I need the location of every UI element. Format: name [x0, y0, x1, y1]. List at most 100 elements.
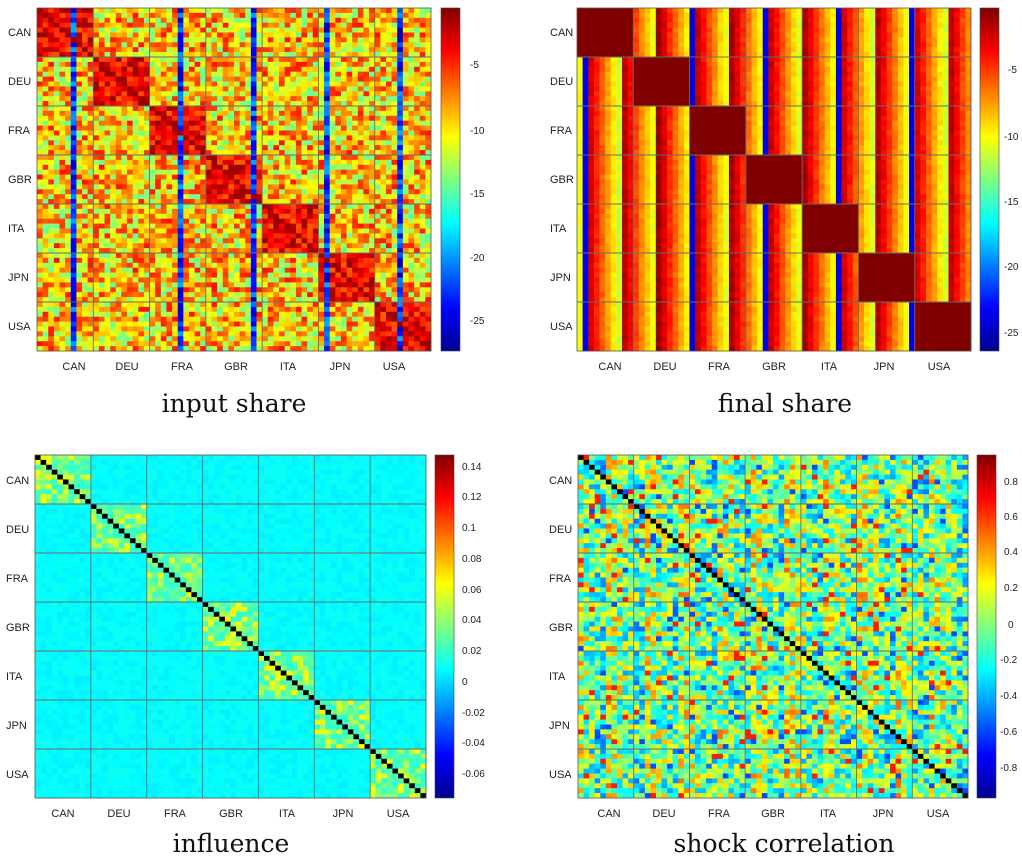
heatmap-cell	[110, 228, 117, 234]
heatmap-cell	[414, 341, 421, 347]
heatmap-cell	[37, 164, 43, 171]
heatmap-cell	[37, 228, 43, 234]
heatmap-cell	[267, 159, 274, 166]
heatmap-cell	[380, 8, 387, 14]
heatmap-cell	[172, 66, 179, 73]
heatmap-cell	[301, 125, 308, 131]
heatmap-cell	[149, 164, 156, 171]
heatmap-cell	[318, 150, 325, 156]
heatmap-cell	[374, 32, 381, 38]
heatmap-cell	[307, 86, 314, 92]
heatmap-cell	[340, 66, 347, 73]
heatmap-cell	[324, 86, 331, 92]
heatmap-cell	[329, 155, 336, 161]
heatmap-cell	[295, 199, 302, 205]
heatmap-cell	[188, 336, 195, 342]
heatmap-cell	[104, 199, 111, 205]
heatmap-cell	[121, 267, 128, 273]
heatmap-cell	[59, 76, 66, 82]
heatmap-cell	[87, 125, 94, 131]
heatmap-cell	[402, 101, 409, 107]
heatmap-cell	[374, 228, 381, 234]
heatmap-cell	[82, 86, 89, 92]
heatmap-cell	[374, 91, 381, 97]
heatmap-cell	[312, 243, 319, 249]
heatmap-cell	[183, 66, 190, 73]
heatmap-cell	[250, 47, 257, 53]
heatmap-cell	[419, 155, 426, 161]
heatmap-cell	[267, 238, 274, 244]
heatmap-cell	[335, 76, 342, 82]
heatmap-cell	[335, 81, 342, 87]
heatmap-cell	[160, 292, 167, 298]
heatmap-cell	[132, 27, 139, 33]
heatmap-cell	[211, 110, 218, 117]
heatmap-cell	[335, 253, 342, 259]
heatmap-cell	[205, 199, 212, 205]
heatmap-cell	[318, 32, 325, 38]
heatmap-cell	[256, 267, 263, 273]
heatmap-cell	[222, 52, 229, 58]
heatmap-cell	[307, 17, 314, 24]
heatmap-cell	[279, 86, 286, 92]
heatmap-cell	[82, 223, 89, 229]
heatmap-cell	[745, 8, 752, 14]
heatmap-cell	[217, 150, 224, 156]
heatmap-cell	[363, 37, 370, 43]
heatmap-cell	[369, 213, 376, 220]
heatmap-cell	[93, 223, 100, 229]
heatmap-cell	[374, 150, 381, 156]
heatmap-cell	[279, 297, 286, 303]
heatmap-cell	[200, 282, 207, 288]
heatmap-cell	[59, 213, 66, 220]
heatmap-cell	[205, 61, 212, 68]
heatmap-cell	[262, 61, 269, 68]
heatmap-cell	[228, 91, 235, 97]
heatmap-cell	[104, 223, 111, 229]
heatmap-cell	[419, 91, 426, 97]
heatmap-cell	[127, 27, 134, 33]
heatmap-cell	[155, 184, 162, 190]
heatmap-cell	[42, 257, 49, 264]
heatmap-cell	[132, 306, 139, 313]
heatmap-cell	[408, 91, 415, 97]
heatmap-cell	[245, 311, 252, 318]
heatmap-cell	[363, 341, 370, 347]
heatmap-cell	[262, 321, 269, 327]
heatmap-cell	[295, 248, 302, 254]
heatmap-cell	[48, 218, 55, 224]
heatmap-cell	[335, 159, 342, 166]
heatmap-cell	[138, 159, 145, 166]
heatmap-cell	[205, 194, 212, 200]
heatmap-cell	[324, 311, 331, 318]
heatmap-cell	[307, 248, 314, 254]
heatmap-cell	[369, 86, 376, 92]
heatmap-cell	[318, 125, 325, 131]
heatmap-cell	[70, 76, 77, 82]
heatmap-cell	[138, 346, 145, 352]
heatmap-cell	[385, 302, 392, 308]
heatmap-cell	[279, 228, 286, 234]
heatmap-cell	[200, 32, 207, 38]
heatmap-cell	[740, 8, 747, 14]
heatmap-cell	[256, 277, 263, 283]
heatmap-cell	[363, 228, 370, 234]
heatmap-cell	[104, 262, 111, 269]
heatmap-cell	[166, 306, 173, 313]
row-labels: CAN DEU FRA GBR ITA JPN USA	[8, 27, 32, 333]
heatmap-cell	[425, 125, 432, 131]
heatmap-cell	[357, 189, 364, 195]
heatmap-cell	[380, 204, 387, 210]
heatmap-cell	[59, 57, 66, 63]
heatmap-cell	[352, 150, 359, 156]
heatmap-cell	[160, 199, 167, 205]
heatmap-cell	[76, 8, 83, 14]
heatmap-cell	[115, 238, 122, 244]
heatmap-cell	[110, 174, 117, 180]
heatmap-cell	[267, 164, 274, 171]
heatmap-cell	[256, 302, 263, 308]
heatmap-cell	[363, 130, 370, 136]
heatmap-cell	[172, 233, 179, 239]
heatmap-cell	[172, 22, 179, 28]
heatmap-cell	[76, 145, 83, 151]
